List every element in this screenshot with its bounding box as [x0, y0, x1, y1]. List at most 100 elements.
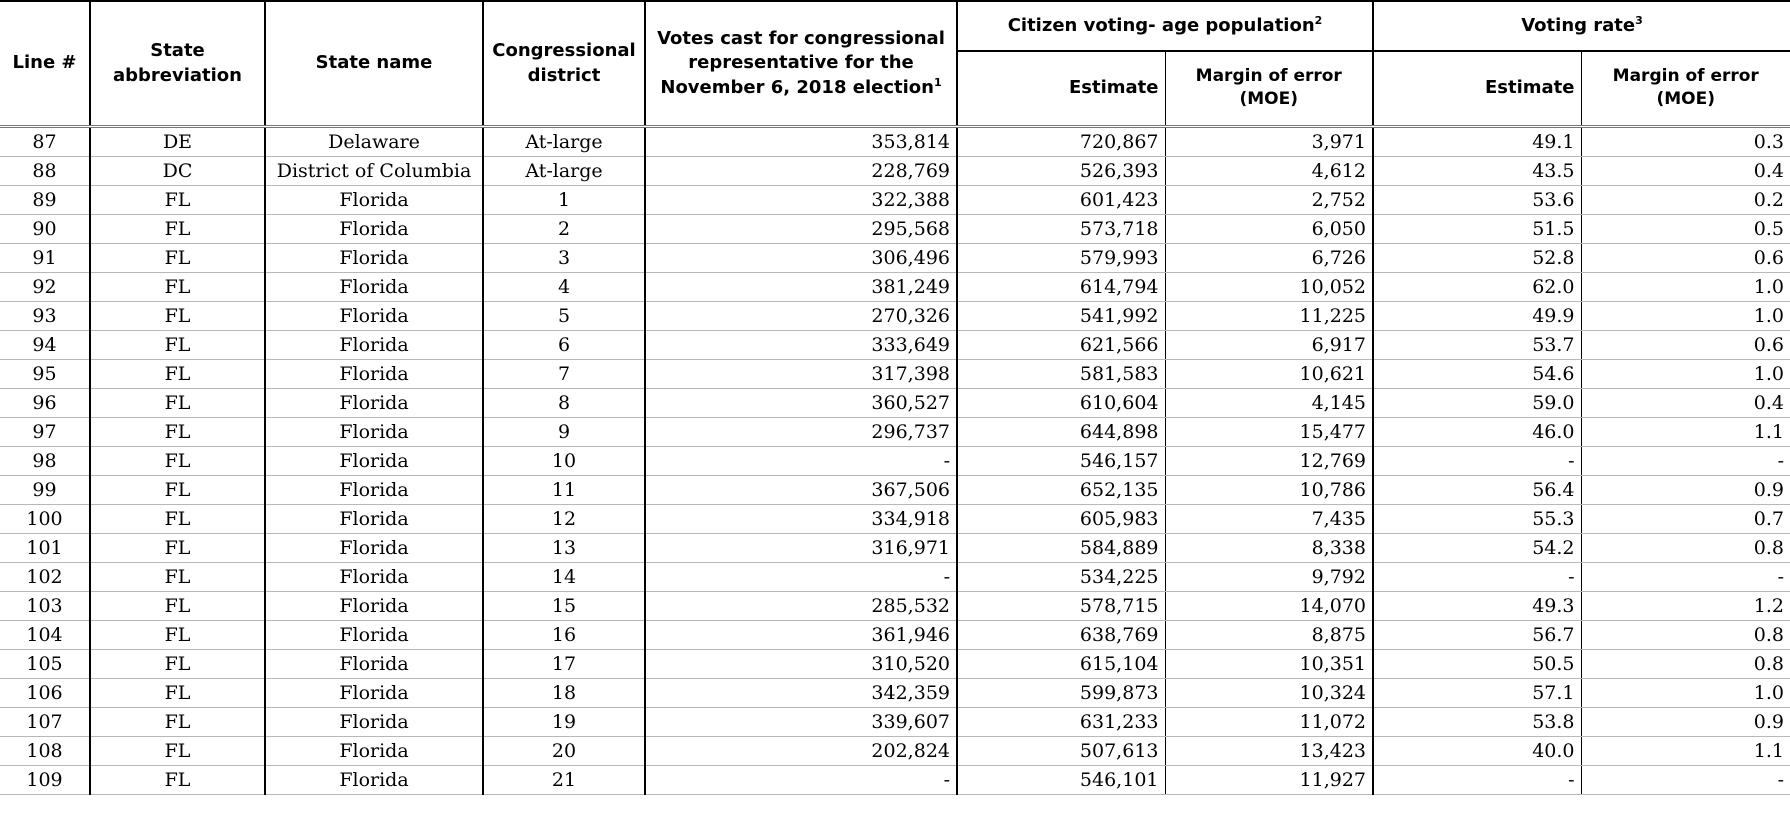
cell-cvap-moe: 4,145: [1164, 388, 1373, 418]
cell-state-name: Florida: [264, 272, 483, 302]
cell-cvap-moe: 10,621: [1164, 359, 1373, 389]
cell-state-abbreviation: FL: [89, 214, 265, 244]
cell-congressional-district: 11: [482, 475, 645, 505]
cell-rate-estimate: 49.9: [1372, 301, 1581, 331]
cell-congressional-district: At-large: [482, 156, 645, 186]
table-row: 100 FL Florida 12 334,918 605,983 7,435 55.3 0.7: [0, 504, 1790, 534]
cell-line-number: 105: [0, 649, 90, 679]
cell-rate-estimate: 50.5: [1372, 649, 1581, 679]
cell-cvap-estimate: 644,898: [956, 417, 1165, 447]
cell-state-abbreviation: FL: [89, 533, 265, 563]
cell-cvap-estimate: 579,993: [956, 243, 1165, 273]
cell-cvap-estimate: 599,873: [956, 678, 1165, 708]
table-row: 97 FL Florida 9 296,737 644,898 15,477 46.0 1.1: [0, 417, 1790, 447]
cell-congressional-district: 8: [482, 388, 645, 418]
cell-votes-cast: 339,607: [644, 707, 957, 737]
cell-cvap-moe: 8,338: [1164, 533, 1373, 563]
cell-cvap-estimate: 605,983: [956, 504, 1165, 534]
cell-state-name: Florida: [264, 388, 483, 418]
cell-votes-cast: 360,527: [644, 388, 957, 418]
voting-data-table: Line # State abbreviation State name Con…: [0, 0, 1790, 795]
cell-state-name: Florida: [264, 678, 483, 708]
cell-state-abbreviation: FL: [89, 475, 265, 505]
cell-congressional-district: 7: [482, 359, 645, 389]
cell-votes-cast: 310,520: [644, 649, 957, 679]
cell-rate-estimate: 62.0: [1372, 272, 1581, 302]
cell-state-name: Florida: [264, 475, 483, 505]
cell-votes-cast: 296,737: [644, 417, 957, 447]
cell-rate-estimate: 49.3: [1372, 591, 1581, 621]
cell-line-number: 102: [0, 562, 90, 592]
cell-state-abbreviation: FL: [89, 446, 265, 476]
table-row: 98 FL Florida 10-546,157 12,769- -: [0, 446, 1790, 476]
table-row: 93 FL Florida 5 270,326 541,992 11,225 49.9 1.0: [0, 301, 1790, 331]
cell-state-name: Florida: [264, 446, 483, 476]
cell-rate-estimate: -: [1372, 562, 1581, 592]
cell-rate-moe: 1.2: [1580, 591, 1790, 621]
cell-cvap-estimate: 652,135: [956, 475, 1165, 505]
cell-state-name: Florida: [264, 562, 483, 592]
cell-cvap-estimate: 584,889: [956, 533, 1165, 563]
table-row: 109 FL Florida 21-546,101 11,927- -: [0, 765, 1790, 795]
cell-state-abbreviation: FL: [89, 359, 265, 389]
cell-line-number: 100: [0, 504, 90, 534]
header-citizen-voting-age-population: Citizen voting- age population2: [956, 0, 1373, 51]
table-row: 89 FL Florida 1 322,388 601,423 2,752 53.6 0.2: [0, 185, 1790, 215]
table-row: 103 FL Florida 15 285,532 578,715 14,070 49.3 1.…: [0, 591, 1790, 621]
cell-rate-estimate: 49.1: [1372, 126, 1581, 157]
header-voting-rate: Voting rate3: [1371, 0, 1790, 51]
cell-state-name: Florida: [264, 301, 483, 331]
cell-rate-estimate: 52.8: [1372, 243, 1581, 273]
cell-line-number: 104: [0, 620, 90, 650]
cell-rate-estimate: 55.3: [1372, 504, 1581, 534]
table-header: Line # State abbreviation State name Con…: [0, 0, 1790, 128]
cell-votes-cast: 367,506: [644, 475, 957, 505]
cell-line-number: 90: [0, 214, 90, 244]
cell-state-abbreviation: DC: [89, 156, 265, 186]
cell-cvap-estimate: 581,583: [956, 359, 1165, 389]
cell-votes-cast: 285,532: [644, 591, 957, 621]
cell-rate-estimate: 43.5: [1372, 156, 1581, 186]
cell-rate-moe: 1.0: [1580, 272, 1790, 302]
cell-cvap-estimate: 526,393: [956, 156, 1165, 186]
cell-cvap-moe: 10,324: [1164, 678, 1373, 708]
cell-rate-estimate: 56.7: [1372, 620, 1581, 650]
cell-rate-moe: 0.6: [1580, 243, 1790, 273]
cell-line-number: 93: [0, 301, 90, 331]
cell-cvap-moe: 11,072: [1164, 707, 1373, 737]
cell-cvap-moe: 12,769: [1164, 446, 1373, 476]
cell-cvap-estimate: 615,104: [956, 649, 1165, 679]
cell-line-number: 91: [0, 243, 90, 273]
cell-state-name: Florida: [264, 359, 483, 389]
cell-state-name: Florida: [264, 185, 483, 215]
cell-rate-estimate: -: [1372, 446, 1581, 476]
cell-rate-moe: -: [1580, 446, 1790, 476]
table-row: 94 FL Florida 6 333,649 621,566 6,917 53.7 0.6: [0, 330, 1790, 360]
cell-congressional-district: 3: [482, 243, 645, 273]
cell-rate-moe: 1.1: [1580, 736, 1790, 766]
cell-cvap-estimate: 546,101: [956, 765, 1165, 795]
cell-state-abbreviation: FL: [89, 620, 265, 650]
cell-cvap-estimate: 638,769: [956, 620, 1165, 650]
table-row: 87 DE Delaware At-large 353,814 720,867 3,971 4…: [0, 126, 1790, 157]
cell-rate-moe: 0.6: [1580, 330, 1790, 360]
cell-cvap-moe: 6,726: [1164, 243, 1373, 273]
cell-state-abbreviation: FL: [89, 736, 265, 766]
cell-state-abbreviation: FL: [89, 678, 265, 708]
cell-state-abbreviation: FL: [89, 330, 265, 360]
cell-rate-moe: 0.5: [1580, 214, 1790, 244]
header-rate-estimate: Estimate: [1372, 49, 1581, 128]
cell-cvap-moe: 6,050: [1164, 214, 1373, 244]
header-votes-cast: Votes cast for congressional representat…: [644, 0, 957, 128]
cell-congressional-district: 10: [482, 446, 645, 476]
cell-congressional-district: 16: [482, 620, 645, 650]
table-row: 88 DC District of Columbia At-large 228,769 5…: [0, 156, 1790, 186]
table-row: 101 FL Florida 13 316,971 584,889 8,338 54.2 0.8: [0, 533, 1790, 563]
cell-rate-estimate: 54.2: [1372, 533, 1581, 563]
cell-votes-cast: 381,249: [644, 272, 957, 302]
table-row: 96 FL Florida 8 360,527 610,604 4,145 59.0 0.4: [0, 388, 1790, 418]
cell-line-number: 97: [0, 417, 90, 447]
header-state-name: State name: [264, 0, 483, 128]
cell-votes-cast: 333,649: [644, 330, 957, 360]
table-row: 108 FL Florida 20 202,824 507,613 13,423 40.0 1.…: [0, 736, 1790, 766]
